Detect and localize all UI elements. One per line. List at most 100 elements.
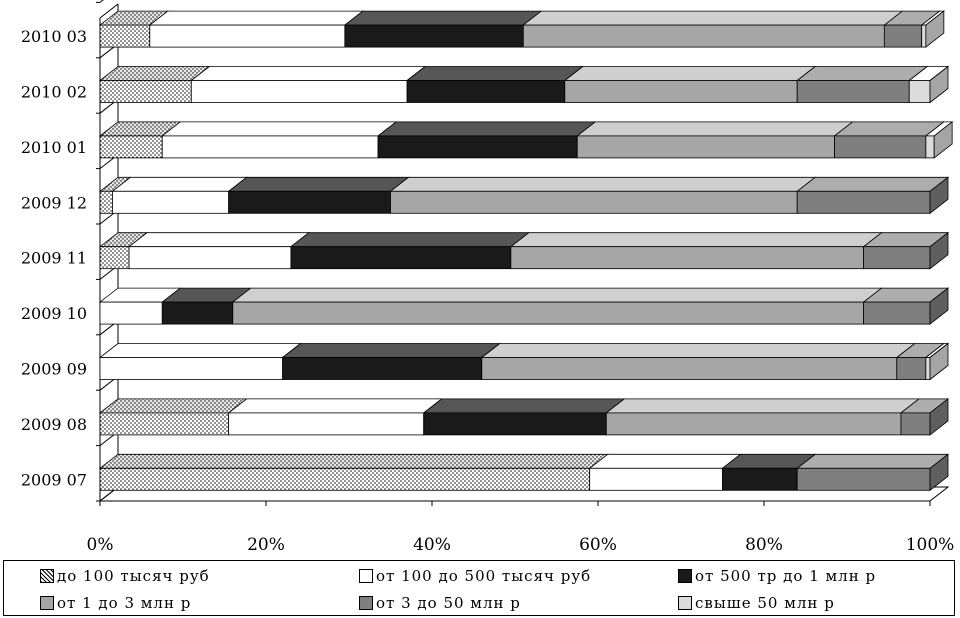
bar-segment xyxy=(190,80,408,103)
legend-swatch xyxy=(678,596,692,610)
bar-segment-top xyxy=(98,398,248,414)
bar-segment-top xyxy=(605,398,921,414)
bar-segment-top xyxy=(405,66,584,81)
bar-segment xyxy=(423,412,607,436)
bar-segment-top xyxy=(576,121,854,137)
bar-segment xyxy=(99,246,130,270)
bar-segment xyxy=(390,190,798,214)
bar-segment xyxy=(228,412,425,436)
legend-item-series-2: от 500 тр до 1 млн р xyxy=(678,567,876,585)
bar-segment-top xyxy=(227,398,443,414)
x-tick-label: 0% xyxy=(87,535,114,555)
legend-swatch xyxy=(678,569,692,583)
category-label: 2009 12 xyxy=(21,193,87,212)
x-tick-label: 80% xyxy=(745,535,783,555)
bar-segment xyxy=(564,80,798,103)
bar-segment xyxy=(925,357,931,380)
bar-segment xyxy=(99,24,151,48)
bar-side xyxy=(929,453,949,492)
category-label: 2010 01 xyxy=(21,138,87,157)
bar-segment xyxy=(99,80,192,103)
legend-label: от 500 тр до 1 млн р xyxy=(695,567,877,585)
bar-segment xyxy=(834,135,927,159)
bar-segment xyxy=(796,80,910,103)
bar-segment xyxy=(112,190,230,214)
bar-segment-top xyxy=(231,287,883,303)
x-tick-label: 60% xyxy=(579,535,617,555)
bar-side xyxy=(929,65,949,104)
bar-segment-top xyxy=(111,176,248,192)
bar-group xyxy=(98,121,954,159)
category-label: 2009 11 xyxy=(21,249,87,268)
bar-segment-top xyxy=(161,121,398,137)
legend-item-series-5: свыше 50 млн р xyxy=(678,594,835,612)
bar-side xyxy=(925,10,945,48)
x-tick-label: 20% xyxy=(247,535,285,555)
bar-segment-top xyxy=(376,121,597,137)
legend-swatch xyxy=(359,596,373,610)
bar-segment xyxy=(99,190,113,214)
bar-segment xyxy=(228,190,391,214)
bar-segment xyxy=(99,467,591,491)
legend: до 100 тысяч руб от 100 до 500 тысяч руб… xyxy=(3,560,955,616)
legend-label: от 3 до 50 млн р xyxy=(376,594,521,612)
bar-segment xyxy=(99,301,163,325)
bar-segment-top xyxy=(127,232,311,248)
bar-segment-top xyxy=(563,66,817,81)
bar-segment xyxy=(896,357,927,380)
legend-label: до 100 тысяч руб xyxy=(57,567,210,585)
bar-segment-top xyxy=(480,343,916,358)
bar-group xyxy=(98,176,950,215)
bar-segment xyxy=(589,467,723,491)
bar-segment-top xyxy=(343,10,543,26)
category-label: 2010 03 xyxy=(21,27,87,46)
category-label: 2010 02 xyxy=(21,83,87,102)
bar-group xyxy=(98,342,950,381)
bar-segment xyxy=(605,412,902,436)
bar-segment-top xyxy=(281,343,501,358)
bar-side xyxy=(929,176,949,215)
bar-group xyxy=(98,287,950,325)
bar-segment xyxy=(99,412,230,436)
bar-segment xyxy=(522,24,885,48)
legend-swatch xyxy=(40,569,54,583)
bar-segment-top xyxy=(98,343,302,358)
bar-segment xyxy=(290,246,512,270)
bar-group xyxy=(98,398,950,436)
bar-segment-top xyxy=(422,398,626,414)
legend-swatch xyxy=(359,569,373,583)
bar-segment-top xyxy=(522,10,904,26)
bar-segment xyxy=(128,246,292,270)
legend-item-series-4: от 3 до 50 млн р xyxy=(359,594,521,612)
bar-segment-top xyxy=(289,232,531,248)
bar-segment-top xyxy=(389,176,817,192)
x-tick-label: 40% xyxy=(413,535,451,555)
bar-segment xyxy=(863,301,931,325)
legend-item-series-1: от 100 до 500 тысяч руб xyxy=(359,567,591,585)
bar-group xyxy=(98,65,950,104)
bar-segment xyxy=(377,135,578,159)
bar-segment xyxy=(481,357,898,380)
bar-segment-top xyxy=(588,453,742,469)
bar-segment xyxy=(900,412,931,436)
chart-labels: 0% 20% 40% 60% 80% 100% 2009 07 2009 08 2009 09 2… xyxy=(21,27,954,555)
legend-label: от 100 до 500 тысяч руб xyxy=(376,567,592,585)
bar-segment-top xyxy=(833,121,946,137)
bar-segment xyxy=(921,24,927,48)
bar-side xyxy=(929,342,949,381)
bar-segment xyxy=(908,80,931,103)
bar-side xyxy=(933,121,953,159)
bar-segment xyxy=(722,467,798,491)
bar-group xyxy=(98,231,950,270)
category-label: 2009 09 xyxy=(21,360,87,379)
bar-segment xyxy=(796,190,931,214)
bar-segment-top xyxy=(148,10,365,26)
bar-segment-top xyxy=(190,66,427,81)
bar-side xyxy=(929,231,949,270)
bar-segment xyxy=(99,357,284,380)
bar-segment xyxy=(99,135,163,159)
bar-segment xyxy=(344,24,524,48)
bar-segment xyxy=(925,135,935,159)
category-label: 2009 10 xyxy=(21,304,87,323)
bar-segment-top xyxy=(796,66,929,81)
